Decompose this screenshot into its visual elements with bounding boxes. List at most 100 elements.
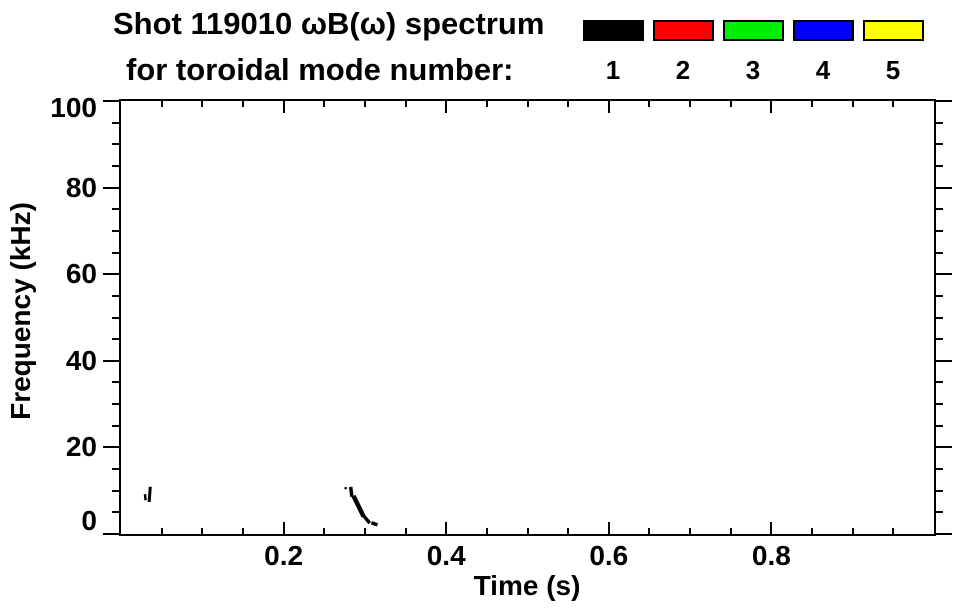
x-minor-tick-bottom bbox=[323, 528, 325, 534]
mode-n=1-mark bbox=[362, 514, 372, 525]
x-tick-label: 0.4 bbox=[426, 540, 466, 571]
y-minor-tick-left bbox=[112, 165, 121, 167]
x-minor-tick-bottom bbox=[242, 528, 244, 534]
x-major-tick-top bbox=[770, 101, 772, 113]
mode-n=1-mark bbox=[351, 494, 366, 518]
x-tick-label: 0.8 bbox=[751, 540, 791, 571]
x-minor-tick-top bbox=[323, 101, 325, 107]
x-minor-tick-bottom bbox=[486, 528, 488, 534]
y-minor-tick-right bbox=[934, 490, 943, 492]
x-major-tick-top bbox=[445, 101, 447, 113]
x-minor-tick-bottom bbox=[892, 528, 894, 534]
y-minor-tick-left bbox=[112, 252, 121, 254]
y-minor-tick-left bbox=[112, 468, 121, 470]
mode-n=1-mark bbox=[348, 486, 354, 497]
x-minor-tick-bottom bbox=[405, 528, 407, 534]
y-tick-label: 20 bbox=[65, 431, 97, 463]
legend-item-5: 5 bbox=[858, 20, 928, 85]
legend-label-4: 4 bbox=[815, 55, 831, 85]
x-minor-tick-top bbox=[567, 101, 569, 107]
x-minor-tick-top bbox=[852, 101, 854, 107]
x-minor-tick-top bbox=[811, 101, 813, 107]
y-tick-label: 80 bbox=[65, 171, 97, 203]
y-minor-tick-right bbox=[934, 295, 943, 297]
y-minor-tick-right bbox=[934, 122, 943, 124]
y-minor-tick-right bbox=[934, 165, 943, 167]
x-minor-tick-top bbox=[648, 101, 650, 107]
mode-n=1-mark bbox=[147, 486, 152, 503]
plot-area bbox=[119, 99, 936, 536]
legend-swatch-1 bbox=[582, 20, 644, 41]
y-axis-title: Frequency (kHz) bbox=[5, 202, 36, 420]
legend-label-5: 5 bbox=[885, 55, 901, 85]
y-minor-tick-left bbox=[112, 143, 121, 145]
y-major-tick-left bbox=[103, 533, 121, 535]
y-minor-tick-right bbox=[934, 208, 943, 210]
x-tick-label: 0.2 bbox=[264, 540, 304, 571]
x-major-tick-top bbox=[283, 101, 285, 113]
x-minor-tick-bottom bbox=[201, 528, 203, 534]
plot-title-line2: for toroidal mode number: bbox=[126, 52, 514, 87]
x-minor-tick-top bbox=[161, 101, 163, 107]
y-tick-label: 100 bbox=[50, 92, 97, 123]
x-tick-label: 0.6 bbox=[589, 540, 629, 571]
y-minor-tick-left bbox=[112, 490, 121, 492]
x-axis-title: Time (s) bbox=[473, 570, 581, 601]
x-minor-tick-top bbox=[527, 101, 529, 107]
y-minor-tick-right bbox=[934, 317, 943, 319]
x-major-tick-bottom bbox=[770, 522, 772, 534]
legend: 1 2 3 4 5 bbox=[578, 20, 928, 85]
y-minor-tick-left bbox=[112, 122, 121, 124]
legend-swatch-5 bbox=[862, 20, 924, 41]
y-minor-tick-right bbox=[934, 403, 943, 405]
y-tick-label: 60 bbox=[65, 258, 97, 290]
y-minor-tick-left bbox=[112, 338, 121, 340]
y-major-tick-right bbox=[934, 533, 952, 535]
x-major-tick-top bbox=[608, 101, 610, 113]
x-minor-tick-top bbox=[730, 101, 732, 107]
y-major-tick-left bbox=[103, 187, 121, 189]
x-minor-tick-top bbox=[689, 101, 691, 107]
x-minor-tick-top bbox=[405, 101, 407, 107]
plot-title-line1: Shot 119010 ωB(ω) spectrum bbox=[113, 6, 545, 41]
legend-label-2: 2 bbox=[675, 55, 691, 85]
y-major-tick-right bbox=[934, 187, 952, 189]
legend-swatch-3 bbox=[722, 20, 784, 41]
y-tick-label: 40 bbox=[65, 344, 97, 376]
x-minor-tick-top bbox=[364, 101, 366, 107]
y-tick-label: 0 bbox=[81, 505, 97, 536]
y-minor-tick-right bbox=[934, 468, 943, 470]
y-minor-tick-right bbox=[934, 252, 943, 254]
x-minor-tick-bottom bbox=[648, 528, 650, 534]
y-minor-tick-left bbox=[112, 511, 121, 513]
y-minor-tick-left bbox=[112, 208, 121, 210]
x-minor-tick-bottom bbox=[527, 528, 529, 534]
x-minor-tick-top bbox=[486, 101, 488, 107]
x-minor-tick-bottom bbox=[161, 528, 163, 534]
y-minor-tick-right bbox=[934, 143, 943, 145]
spectrum-marks-layer bbox=[143, 486, 379, 527]
x-major-tick-bottom bbox=[445, 522, 447, 534]
x-minor-tick-top bbox=[892, 101, 894, 107]
y-minor-tick-right bbox=[934, 381, 943, 383]
y-major-tick-right bbox=[934, 360, 952, 362]
y-major-tick-right bbox=[934, 100, 952, 102]
legend-label-1: 1 bbox=[605, 55, 621, 85]
x-minor-tick-bottom bbox=[730, 528, 732, 534]
y-minor-tick-right bbox=[934, 511, 943, 513]
y-minor-tick-right bbox=[934, 425, 943, 427]
y-minor-tick-left bbox=[112, 403, 121, 405]
y-major-tick-left bbox=[103, 360, 121, 362]
y-minor-tick-left bbox=[112, 381, 121, 383]
x-minor-tick-bottom bbox=[689, 528, 691, 534]
y-minor-tick-right bbox=[934, 230, 943, 232]
mode-n=1-mark bbox=[370, 521, 379, 527]
legend-swatch-2 bbox=[652, 20, 714, 41]
x-minor-tick-bottom bbox=[364, 528, 366, 534]
x-major-tick-bottom bbox=[608, 522, 610, 534]
y-major-tick-left bbox=[103, 446, 121, 448]
x-minor-tick-top bbox=[242, 101, 244, 107]
legend-item-2: 2 bbox=[648, 20, 718, 85]
legend-item-1: 1 bbox=[578, 20, 648, 85]
